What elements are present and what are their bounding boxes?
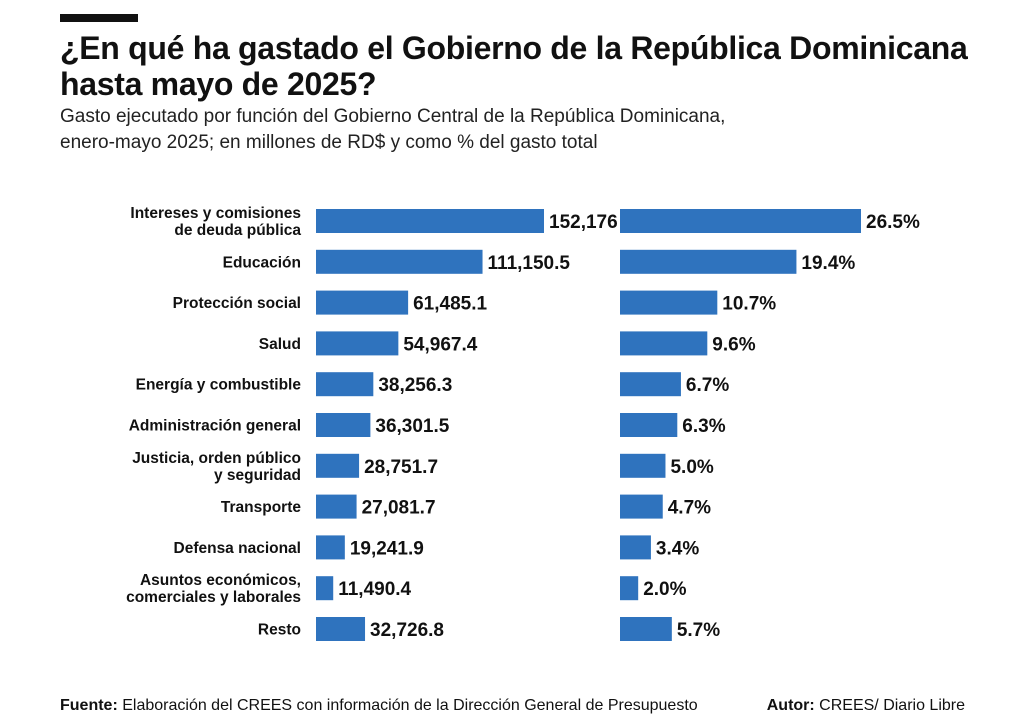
percent-bar — [620, 535, 651, 560]
percent-label: 26.5% — [866, 212, 920, 233]
category-label: Administración general — [129, 418, 301, 435]
percent-bar — [620, 617, 672, 641]
percent-label: 19.4% — [801, 253, 855, 274]
percent-bar — [620, 331, 708, 356]
value-label: 32,726.8 — [370, 620, 444, 641]
category-label: Educación — [223, 254, 301, 271]
percent-bar — [620, 494, 663, 519]
category-label: Transporte — [221, 499, 301, 516]
value-label: 19,241.9 — [350, 538, 424, 559]
source-label: Fuente: — [60, 697, 118, 714]
value-bar — [316, 617, 366, 641]
bar-chart: Intereses y comisiones de deuda pública 15… — [126, 205, 920, 641]
percent-label: 5.7% — [677, 620, 720, 641]
author-label: Autor: — [766, 697, 815, 714]
value-bar — [316, 331, 399, 356]
category-label: Defensa nacional — [174, 540, 302, 557]
value-label: 27,081.7 — [362, 498, 436, 519]
category-label: Intereses y comisiones de deuda pública — [130, 205, 301, 239]
percent-label: 5.0% — [670, 457, 713, 478]
value-label: 152,176 — [549, 212, 618, 233]
percent-label: 10.7% — [722, 294, 776, 315]
value-label: 28,751.7 — [364, 457, 438, 478]
percent-label: 4.7% — [668, 498, 711, 519]
value-label: 61,485.1 — [413, 294, 487, 315]
value-bar — [316, 290, 409, 315]
value-bar — [316, 535, 345, 560]
top-rule — [60, 14, 138, 22]
percent-bar — [620, 372, 681, 397]
value-label: 54,967.4 — [403, 334, 477, 355]
chart-title: ¿En qué ha gastado el Gobierno de la Rep… — [60, 30, 968, 102]
author-note: Autor: CREES/ Diario Libre — [767, 697, 965, 715]
category-label: Asuntos económicos, comerciales y laboral… — [126, 572, 301, 606]
subtitle-line-2: enero-mayo 2025; en millones de RD$ y co… — [60, 132, 598, 153]
value-bar — [316, 209, 544, 233]
category-label: Resto — [258, 622, 301, 639]
subtitle-line-1: Gasto ejecutado por función del Gobierno… — [60, 106, 726, 127]
category-label: Salud — [259, 336, 301, 353]
category-label: Protección social — [173, 295, 301, 312]
chart-subtitle: Gasto ejecutado por función del Gobierno… — [60, 104, 960, 156]
source-text: Elaboración del CREES con información de… — [122, 697, 698, 714]
percent-label: 9.6% — [712, 334, 755, 355]
source-note: Fuente: Elaboración del CREES con inform… — [60, 697, 698, 715]
value-bar — [316, 494, 357, 519]
value-bar — [316, 372, 374, 397]
percent-bar — [620, 249, 797, 274]
value-bar — [316, 249, 483, 274]
percent-label: 6.3% — [682, 416, 725, 437]
percent-bar — [620, 209, 861, 233]
value-bar — [316, 413, 371, 437]
percent-bar — [620, 413, 678, 437]
category-label: Justicia, orden público y seguridad — [132, 450, 301, 484]
percent-label: 2.0% — [643, 579, 686, 600]
value-bar — [316, 576, 334, 601]
value-bar — [316, 453, 360, 478]
category-label: Energía y combustible — [136, 377, 302, 394]
percent-bar — [620, 453, 666, 478]
value-label: 38,256.3 — [378, 375, 452, 396]
value-label: 11,490.4 — [338, 579, 411, 600]
percent-bar — [620, 576, 639, 601]
percent-label: 3.4% — [656, 538, 699, 559]
percent-label: 6.7% — [686, 375, 729, 396]
percent-bar — [620, 290, 718, 315]
value-label: 111,150.5 — [488, 253, 571, 274]
value-label: 36,301.5 — [375, 416, 449, 437]
author-text: CREES/ Diario Libre — [819, 697, 965, 714]
